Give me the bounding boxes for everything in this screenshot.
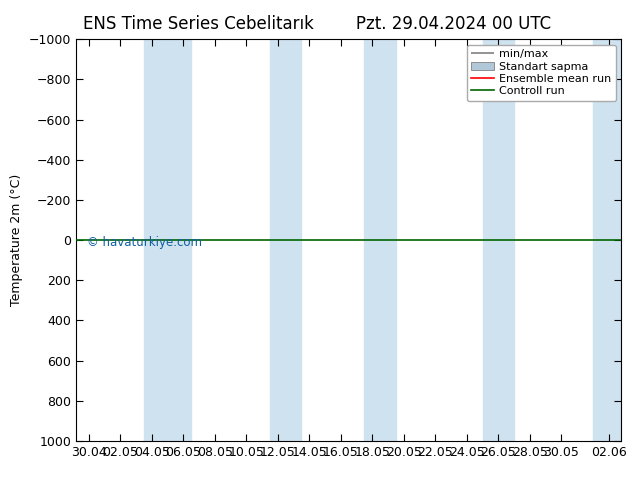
Bar (482, 39, 514, 441)
Text: ENS Time Series Cebelitarık        Pzt. 29.04.2024 00 UTC: ENS Time Series Cebelitarık Pzt. 29.04.2… (83, 15, 551, 33)
Bar (365, 39, 396, 441)
Y-axis label: Temperature 2m (°C): Temperature 2m (°C) (10, 174, 23, 306)
Bar (593, 39, 624, 441)
Text: © havaturkiye.com: © havaturkiye.com (87, 236, 202, 248)
Bar (144, 39, 191, 441)
Bar (270, 39, 301, 441)
Legend: min/max, Standart sapma, Ensemble mean run, Controll run: min/max, Standart sapma, Ensemble mean r… (467, 45, 616, 101)
